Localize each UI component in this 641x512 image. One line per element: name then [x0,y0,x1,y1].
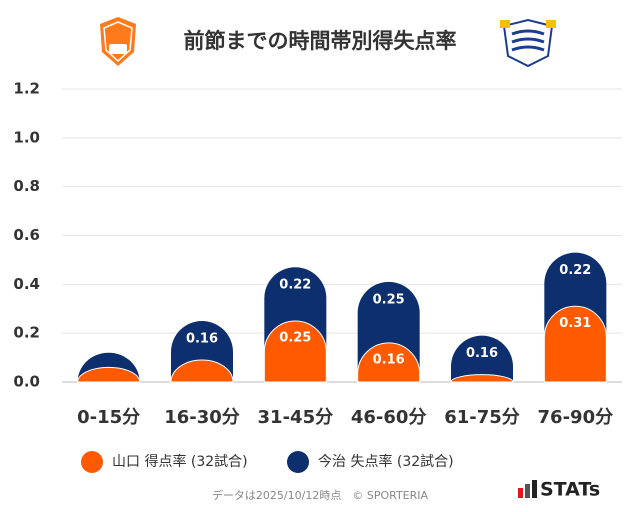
bar-segment [170,359,234,383]
x-tick-label: 61-75分 [444,407,520,428]
y-tick-label: 1.2 [13,80,40,98]
bar-segment [450,374,514,383]
footer: データは2025/10/12時点 © SPORTERIA [212,488,429,502]
bar-segment [543,305,607,383]
value-label: 0.16 [373,352,405,367]
legend-label: 今治 失点率 (32試合) [318,453,454,470]
y-tick-label: 1.0 [13,128,40,146]
bar-segment [77,366,141,383]
bar-segment [263,320,327,383]
legend-label: 山口 得点率 (32試合) [112,453,248,470]
value-label: 0.22 [559,263,591,278]
bar-segment [451,335,513,382]
y-tick-label: 0.4 [13,275,40,293]
value-label: 0.25 [373,292,405,307]
home-logo [100,17,136,66]
y-tick-label: 0.8 [13,177,40,195]
bar-segment [357,342,421,383]
legend-swatch [81,451,103,473]
value-label: 0.22 [279,278,311,293]
x-tick-label: 31-45分 [258,407,334,428]
y-tick-label: 0.0 [13,373,40,391]
value-label: 0.16 [466,346,498,361]
away-logo [500,18,556,68]
brand-logo [518,480,537,498]
brand: STATs [540,479,600,501]
x-tick-label: 0-15分 [77,407,140,428]
value-label: 0.25 [279,330,311,345]
x-tick-label: 16-30分 [164,407,240,428]
x-tick-label: 46-60分 [351,407,427,428]
y-tick-label: 0.6 [13,226,40,244]
value-label: 0.16 [186,331,218,346]
legend-swatch [287,451,309,473]
value-label: 0.31 [559,316,591,331]
y-tick-label: 0.2 [13,324,40,342]
chart-title: 前節までの時間帯別得失点率 [184,29,457,53]
x-tick-label: 76-90分 [538,407,614,428]
